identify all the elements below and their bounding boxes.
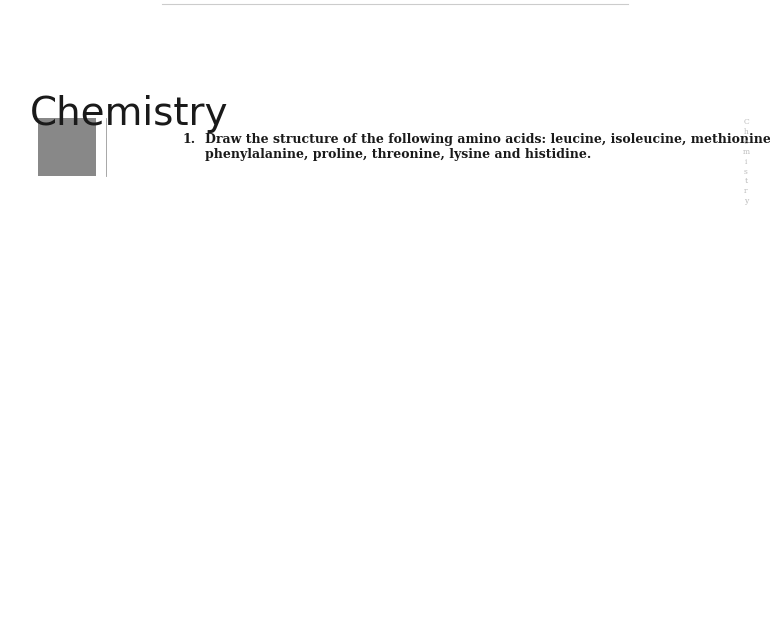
Text: phenylalanine, proline, threonine, lysine and histidine.: phenylalanine, proline, threonine, lysin… — [205, 148, 591, 161]
Text: i: i — [745, 158, 747, 166]
Text: Chemistry: Chemistry — [30, 95, 229, 133]
Text: m: m — [742, 148, 749, 156]
Text: e: e — [744, 138, 748, 146]
Text: C: C — [743, 118, 749, 126]
Text: t: t — [745, 178, 748, 185]
Text: y: y — [744, 197, 748, 205]
Text: h: h — [744, 128, 748, 136]
Text: 1.: 1. — [183, 133, 196, 146]
Text: s: s — [744, 167, 748, 176]
Text: r: r — [745, 187, 748, 196]
Bar — [38, 118, 96, 176]
Text: Draw the structure of the following amino acids: leucine, isoleucine, methionine: Draw the structure of the following amin… — [205, 133, 770, 146]
